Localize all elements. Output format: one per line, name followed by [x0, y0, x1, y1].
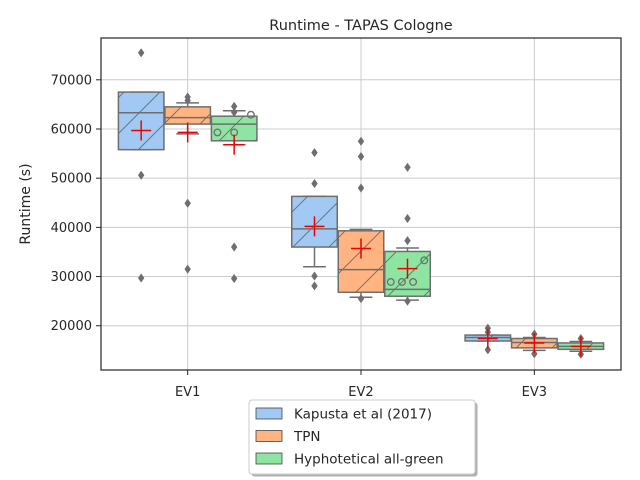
mean-ring-point [409, 278, 418, 286]
y-tick-label: 20000 [51, 319, 92, 334]
x-tick-label: EV1 [175, 385, 200, 400]
outlier-point [184, 264, 191, 274]
y-tick-label: 30000 [51, 270, 92, 285]
outlier-point [184, 198, 191, 208]
outlier-point [357, 183, 365, 193]
outlier-point [184, 95, 191, 106]
outlier-point [230, 242, 238, 252]
outlier-point [137, 170, 145, 180]
chart-title: Runtime - TAPAS Cologne [269, 18, 453, 34]
legend-frame [248, 399, 476, 475]
outlier-point [357, 294, 365, 304]
outlier-point [137, 273, 145, 283]
outlier-point [404, 296, 411, 306]
outlier-point [230, 107, 238, 117]
y-axis-label: Runtime (s) [18, 163, 34, 244]
box-plots [117, 48, 605, 359]
box-hatch [164, 106, 211, 125]
outlier-point [404, 213, 411, 224]
mean-ring-point [420, 256, 429, 265]
outlier-point [531, 349, 538, 359]
y-tick-label: 40000 [51, 221, 92, 236]
outlier-point [484, 345, 492, 355]
mean-ring-point [386, 278, 395, 286]
outlier-point [311, 178, 318, 189]
outlier-point [311, 281, 318, 291]
mean-ring-point [397, 278, 406, 286]
outlier-point [230, 273, 238, 284]
y-tick-label: 50000 [51, 172, 92, 187]
legend-swatch [255, 430, 283, 442]
outlier-point [137, 48, 145, 58]
axis-ticks: 20000 30000 40000 50000 60000 70000 EV1 EV2 EV3 [51, 73, 547, 400]
mean-ring-point [213, 128, 222, 137]
outlier-point [404, 236, 411, 246]
y-tick-label: 70000 [51, 73, 92, 88]
grid-lines [101, 38, 621, 370]
x-tick-label: EV3 [522, 385, 547, 400]
x-tick-label: EV2 [348, 385, 373, 400]
outlier-point [404, 162, 411, 172]
outlier-point [311, 271, 318, 281]
legend-label: Hyphotetical all-green [294, 452, 444, 468]
y-tick-label: 60000 [51, 122, 92, 137]
legend-swatch [255, 452, 283, 465]
legend: Kapusta et al (2017) TPN Hyphotetical all-… [248, 399, 478, 477]
outlier-point [357, 151, 365, 162]
outlier-point [311, 147, 318, 158]
legend-label: TPN [293, 429, 321, 445]
legend-label: Kapusta et al (2017) [294, 407, 432, 423]
mean-ring-point [246, 110, 255, 119]
legend-swatch [255, 407, 283, 420]
outlier-point [357, 136, 365, 146]
